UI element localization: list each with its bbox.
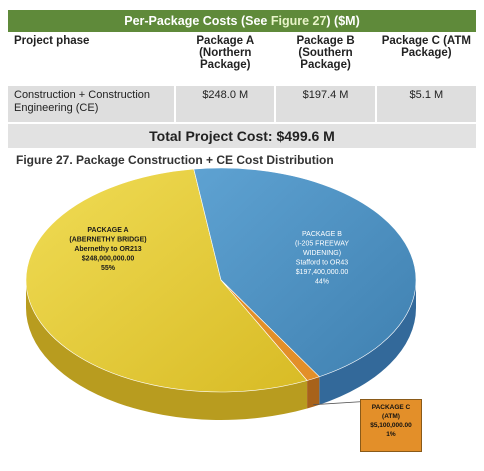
table-title-suffix: ) ($M) bbox=[326, 14, 360, 28]
cell-phase: Construction + Construction Engineering … bbox=[8, 86, 177, 122]
pie-top-faces bbox=[25, 167, 417, 393]
package-a-slice-side bbox=[26, 280, 308, 420]
package-b-label: PACKAGE B (I-205 FREEWAY WIDENING) Stafford… bbox=[295, 231, 349, 286]
pie-side-walls bbox=[26, 280, 416, 420]
header-package-c: Package C (ATM Package) bbox=[375, 32, 476, 86]
header-package-a: Package A (Northern Package) bbox=[175, 32, 277, 86]
package-b-slice bbox=[193, 167, 417, 378]
cost-table: Project phase Package A (Northern Packag… bbox=[8, 32, 476, 122]
table-title-prefix: Per-Package Costs (See bbox=[124, 14, 271, 28]
package-a-label: PACKAGE A (ABERNETHY BRIDGE) Abernethy to … bbox=[69, 227, 146, 272]
package-cost-table: Per-Package Costs (See Figure 27) ($M) P… bbox=[8, 10, 476, 148]
package-a-slice bbox=[25, 168, 308, 393]
package-b-slice-side bbox=[319, 280, 416, 405]
package-c-label-line: PACKAGE C bbox=[371, 404, 411, 411]
header-package-b: Package B (Southern Package) bbox=[275, 32, 377, 86]
table-title-bar: Per-Package Costs (See Figure 27) ($M) bbox=[8, 10, 476, 32]
package-c-label-line: (ATM) bbox=[382, 413, 400, 420]
header-project-phase: Project phase bbox=[8, 32, 177, 86]
cell-package-b-cost: $197.4 M bbox=[275, 86, 377, 122]
package-c-callout: PACKAGE C (ATM) $5,100,000.00 1% bbox=[360, 399, 422, 452]
package-c-slice-side bbox=[307, 376, 320, 409]
package-c-label-line: 1% bbox=[386, 431, 396, 438]
cell-package-a-cost: $248.0 M bbox=[175, 86, 277, 122]
cell-package-c-cost: $5.1 M bbox=[375, 86, 476, 122]
table-row: Construction + Construction Engineering … bbox=[8, 86, 476, 122]
pie-labels: PACKAGE A (ABERNETHY BRIDGE) Abernethy to … bbox=[69, 227, 389, 406]
figure-caption: Figure 27. Package Construction + CE Cos… bbox=[16, 153, 334, 167]
package-c-label-line: $5,100,000.00 bbox=[370, 422, 412, 429]
package-c-slice bbox=[220, 279, 320, 381]
total-project-cost: Total Project Cost: $499.6 M bbox=[8, 122, 476, 148]
figure-reference-link[interactable]: Figure 27 bbox=[270, 14, 327, 28]
